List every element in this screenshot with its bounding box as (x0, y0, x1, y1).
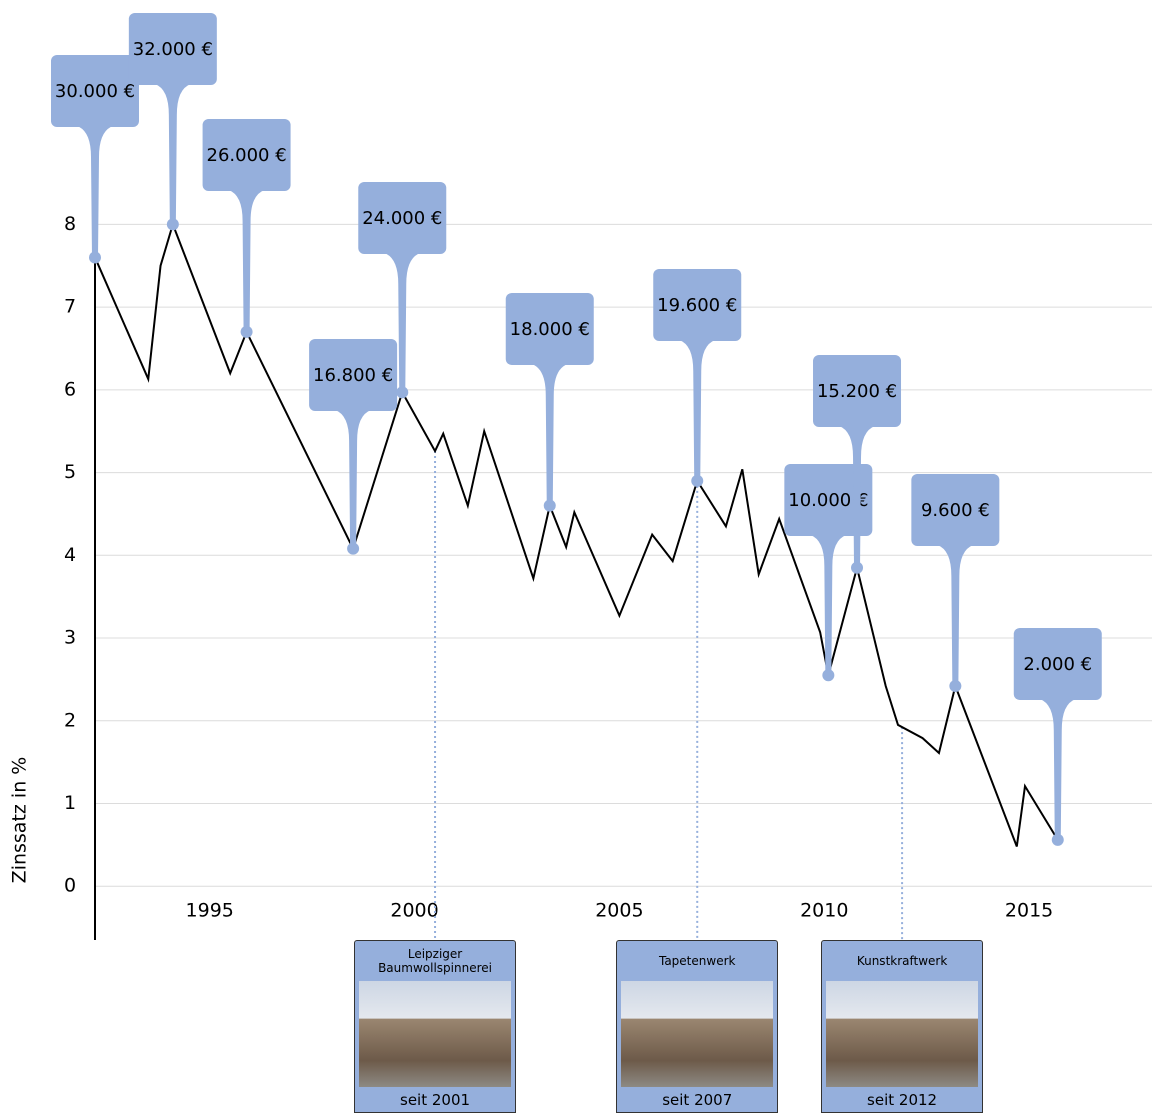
pin-label: 10.000 € (788, 490, 868, 511)
pin-label: 30.000 € (55, 81, 135, 102)
pin-stem (335, 410, 372, 549)
card-since: seit 2007 (662, 1090, 733, 1109)
card-title: Tapetenwerk (658, 954, 736, 968)
y-tick-label: 3 (64, 627, 76, 649)
pin-label: 2.000 € (1023, 654, 1092, 675)
pin-stem (77, 126, 113, 258)
pin-dot (347, 542, 360, 555)
pin-label: 24.000 € (362, 208, 442, 229)
pin: 10.000 € (784, 464, 873, 682)
pin-label: 16.800 € (313, 365, 393, 386)
y-tick-label: 4 (64, 544, 76, 566)
pin-stem (384, 253, 421, 393)
rate-line (94, 221, 1059, 847)
x-tick-label: 2015 (1005, 900, 1053, 922)
x-tick-label: 2010 (800, 900, 848, 922)
pin-dot (851, 561, 864, 574)
pin-stem (937, 545, 974, 687)
pin: 24.000 € (358, 182, 447, 399)
site-card: Leipziger Baumwollspinnerei seit 2001 (354, 940, 517, 1113)
card-title: Kunstkraftwerk (856, 954, 948, 968)
pin-label: 9.600 € (921, 500, 990, 521)
pin-box (505, 293, 594, 365)
pin: 30.000 € (51, 55, 139, 264)
pin-box (784, 464, 873, 536)
x-tick-label: 1995 (186, 900, 234, 922)
pin: 2.000 € (1013, 628, 1102, 846)
card-title: Leipziger Baumwollspinnerei (378, 947, 492, 975)
pin-dot (822, 669, 835, 682)
y-tick-label: 8 (64, 213, 76, 235)
y-axis-label: Zinssatz in % (9, 757, 31, 884)
pin-dot (691, 474, 704, 487)
y-tick-label: 0 (64, 875, 76, 897)
pin-dot (240, 325, 253, 338)
pin-dot (543, 499, 556, 512)
y-tick-label: 2 (64, 709, 76, 731)
pin-dot (396, 386, 409, 399)
y-tick-label: 7 (64, 296, 76, 318)
y-tick-label: 1 (64, 792, 76, 814)
pin-box (813, 355, 902, 427)
card-photo (359, 981, 512, 1087)
pin: 9.600 € (911, 474, 1000, 693)
pin-label: 19.600 € (657, 295, 737, 316)
pin-dot (949, 680, 962, 693)
y-tick-label: 5 (64, 461, 76, 483)
card-since: seit 2001 (400, 1090, 471, 1109)
card-since: seit 2012 (867, 1090, 938, 1109)
card-photo (621, 981, 774, 1087)
site-card: Tapetenwerk seit 2007 (616, 940, 779, 1113)
pin-stem (531, 364, 568, 506)
pin-stem (810, 535, 847, 676)
pin-stem (839, 426, 876, 568)
pin-stem (154, 84, 191, 225)
pin: 19.600 € (653, 269, 742, 487)
pin: 26.000 € (202, 119, 291, 338)
pin-box (128, 13, 217, 85)
pin-box (1013, 628, 1102, 700)
x-tick-label: 2000 (390, 900, 438, 922)
pin: 32.000 € (128, 13, 217, 231)
pin: 18.000 € (505, 293, 594, 512)
x-tick-label: 2005 (595, 900, 643, 922)
pin-box (358, 182, 447, 254)
pin-box (911, 474, 1000, 546)
pin-box (202, 119, 291, 191)
pin-stem (1039, 699, 1076, 840)
pin-stem (228, 190, 265, 332)
pin-box (51, 55, 139, 127)
pin-stem (679, 340, 716, 481)
pin-dot (89, 251, 101, 264)
pin-label: 32.000 € (133, 39, 213, 60)
site-card: Kunstkraftwerk seit 2012 (821, 940, 984, 1113)
pin-box (653, 269, 742, 341)
pin-dot (166, 218, 179, 231)
pin: 15.200 € (813, 355, 902, 574)
pin-label: 26.000 € (207, 145, 287, 166)
pin-label: 15.200 € (817, 381, 897, 402)
card-photo (826, 981, 979, 1087)
pin-box (309, 339, 398, 411)
pin-label: 18.000 € (510, 319, 590, 340)
pin-dot (1051, 833, 1064, 846)
y-tick-label: 6 (64, 378, 76, 400)
pin: 16.800 € (309, 339, 398, 555)
